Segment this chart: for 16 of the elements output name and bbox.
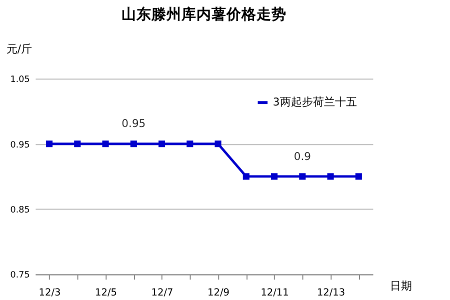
x-tick-label: 12/5 xyxy=(95,287,117,298)
y-tick-label: 0.95 xyxy=(10,140,30,150)
x-tick-label: 12/11 xyxy=(260,287,289,298)
x-tick-label: 12/9 xyxy=(208,287,230,298)
data-label: 0.95 xyxy=(122,117,146,130)
y-tick-label: 0.85 xyxy=(10,205,30,216)
x-tick-label: 12/13 xyxy=(316,287,346,298)
y-axis-title: 元/斤 xyxy=(6,42,32,56)
y-tick-label: 0.75 xyxy=(10,270,30,281)
y-tick-label: 1.05 xyxy=(10,75,30,86)
x-tick-label: 12/7 xyxy=(151,287,174,298)
data-label: 0.9 xyxy=(294,150,312,163)
chart-title: 山东滕州库内薯价格走势 xyxy=(121,4,286,23)
legend-label: 3两起步荷兰十五 xyxy=(272,96,357,109)
x-tick-label: 12/3 xyxy=(38,287,61,298)
x-axis-title: 日期 xyxy=(390,279,412,292)
